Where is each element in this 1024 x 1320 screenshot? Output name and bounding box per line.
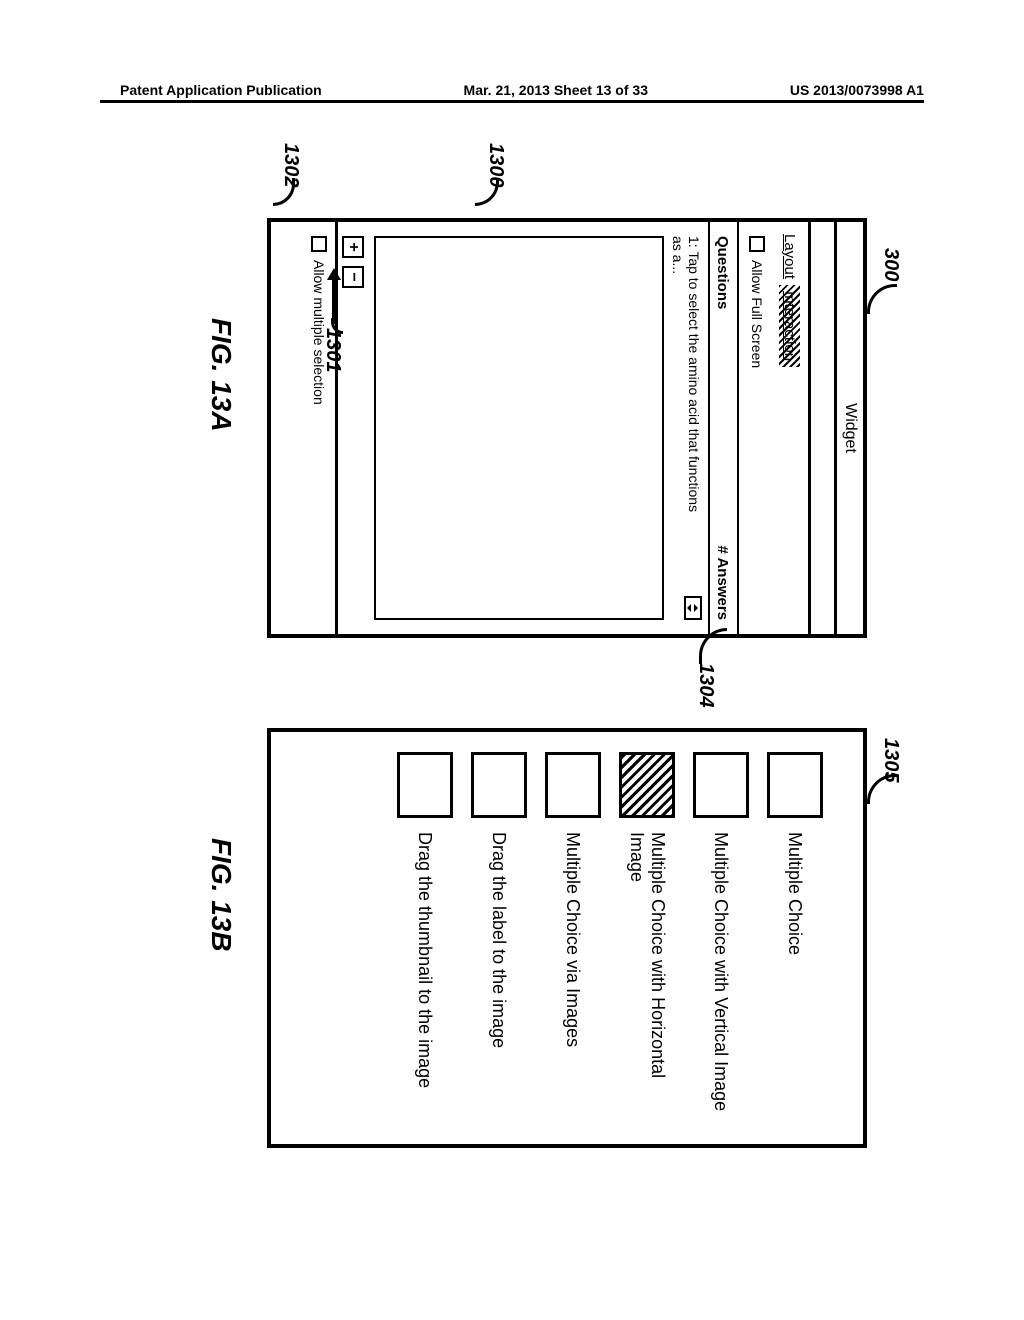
header-divider (100, 100, 924, 103)
rotated-content: 300 1305 1300 1302 1304 1301 Widget Layo… (37, 273, 987, 1097)
option-thumb (471, 752, 527, 818)
ref-1304: 1304 (694, 663, 717, 708)
option-thumb (545, 752, 601, 818)
figure-label-13a: FIG. 13A (205, 318, 237, 432)
header-right: US 2013/0073998 A1 (790, 82, 924, 98)
tab-row: Layout Interaction (775, 222, 808, 634)
interaction-type-panel: Multiple Choice Multiple Choice with Ver… (267, 728, 867, 1148)
ref-300: 300 (879, 248, 902, 281)
allow-fullscreen-checkbox[interactable] (749, 236, 765, 252)
option-mc-images[interactable]: Multiple Choice via Images (545, 752, 601, 1124)
option-mc-horizontal[interactable]: Multiple Choice with Horizontal Image (619, 752, 675, 1124)
questions-list-body (374, 236, 664, 620)
option-label: Multiple Choice with Vertical Image (711, 832, 732, 1111)
allow-multiple-row[interactable]: Allow multiple selection (303, 222, 338, 634)
option-multiple-choice[interactable]: Multiple Choice (767, 752, 823, 1124)
option-drag-label[interactable]: Drag the label to the image (471, 752, 527, 1124)
header-center: Mar. 21, 2013 Sheet 13 of 33 (464, 82, 648, 98)
option-thumb (693, 752, 749, 818)
allow-fullscreen-label: Allow Full Screen (749, 260, 765, 368)
allow-multiple-checkbox[interactable] (311, 236, 327, 252)
tab-layout[interactable]: Layout (781, 234, 798, 279)
option-drag-thumbnail[interactable]: Drag the thumbnail to the image (397, 752, 453, 1124)
question-text: 1: Tap to select the amino acid that fun… (670, 236, 702, 526)
option-label: Drag the label to the image (489, 832, 510, 1048)
option-label: Multiple Choice with Horizontal Image (626, 832, 668, 1124)
option-label: Drag the thumbnail to the image (415, 832, 436, 1088)
add-remove-controls: + − (338, 222, 374, 634)
allow-fullscreen-row[interactable]: Allow Full Screen (739, 222, 775, 634)
questions-header: Questions # Answers (708, 222, 739, 634)
option-label: Multiple Choice (785, 832, 806, 955)
remove-button[interactable]: − (342, 266, 364, 288)
option-thumb (767, 752, 823, 818)
leader-1302 (273, 178, 295, 206)
page-header: Patent Application Publication Mar. 21, … (0, 82, 1024, 98)
widget-tab-spacer (808, 222, 834, 634)
add-button[interactable]: + (342, 236, 364, 258)
allow-multiple-label: Allow multiple selection (311, 260, 327, 405)
question-row: 1: Tap to select the amino acid that fun… (664, 222, 708, 634)
questions-label: Questions (714, 236, 731, 309)
leader-1305 (867, 774, 897, 804)
answers-stepper[interactable] (684, 596, 702, 620)
leader-1300 (475, 178, 499, 206)
tab-interaction[interactable]: Interaction (781, 287, 798, 365)
leader-300 (867, 284, 897, 314)
option-thumb-selected (619, 752, 675, 818)
widget-title: Widget (834, 222, 863, 634)
tab-interaction-label: Interaction (781, 291, 798, 361)
answers-label: # Answers (714, 546, 731, 620)
option-label: Multiple Choice via Images (563, 832, 584, 1047)
option-thumb (397, 752, 453, 818)
figure-label-13b: FIG. 13B (205, 838, 237, 952)
widget-panel: Widget Layout Interaction Allow Full Scr… (267, 218, 867, 638)
header-left: Patent Application Publication (120, 82, 322, 98)
option-mc-vertical[interactable]: Multiple Choice with Vertical Image (693, 752, 749, 1124)
